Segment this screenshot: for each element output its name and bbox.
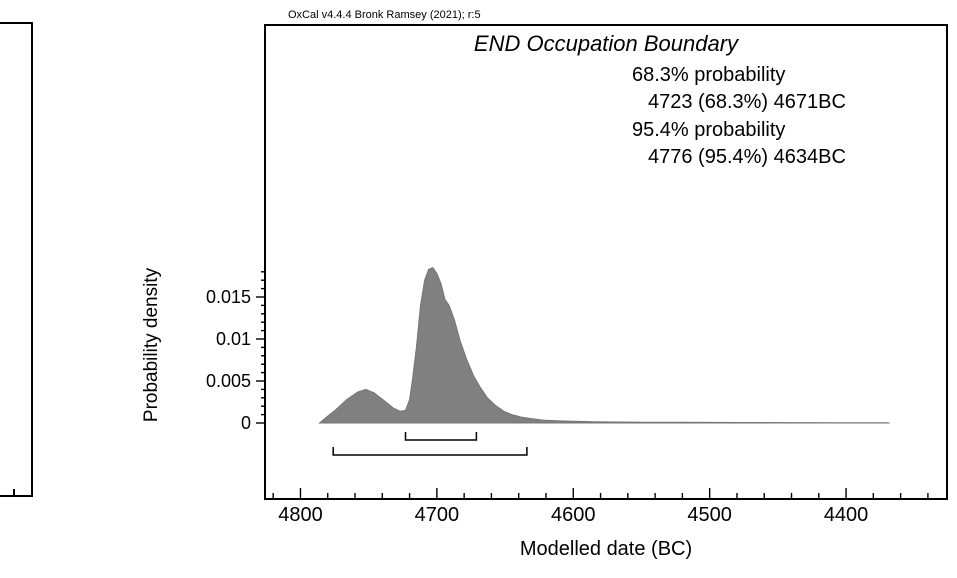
adjacent-plot-bottom-border — [0, 495, 33, 497]
x-axis-title: Modelled date (BC) — [519, 538, 693, 560]
x-tick-label: 4800 — [278, 504, 323, 526]
adjacent-plot-right-border — [31, 22, 33, 497]
oxcal-version-banner: OxCal v4.4.4 Bronk Ramsey (2021); r:5 — [288, 9, 481, 21]
y-tick-label: 0 — [241, 413, 251, 433]
chart-title: END Occupation Boundary — [473, 31, 739, 56]
x-tick-label: 4500 — [687, 504, 732, 526]
probability-95-range: 4776 (95.4%) 4634BC — [648, 146, 846, 168]
x-tick-label: 4700 — [415, 504, 460, 526]
y-tick-label: 0.015 — [206, 287, 251, 307]
posterior-density-curve — [318, 266, 890, 424]
plot-frame — [264, 24, 948, 500]
range-bracket-68 — [404, 432, 478, 441]
x-tick-label: 4400 — [824, 504, 869, 526]
y-tick-label: 0.01 — [216, 329, 251, 349]
adjacent-plot-axis-tick — [13, 489, 15, 495]
probability-95-header: 95.4% probability — [632, 119, 786, 141]
adjacent-plot-top-border — [0, 22, 33, 24]
y-tick-label: 0.005 — [206, 371, 251, 391]
x-tick-label: 4600 — [551, 504, 596, 526]
probability-68-header: 68.3% probability — [632, 64, 786, 86]
probability-68-range: 4723 (68.3%) 4671BC — [648, 91, 846, 113]
range-bracket-95 — [332, 447, 528, 456]
